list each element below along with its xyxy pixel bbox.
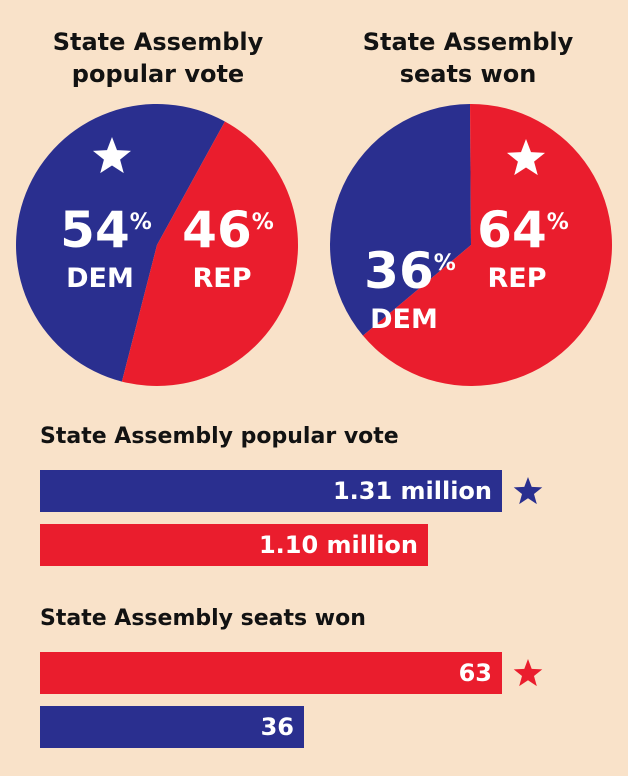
pie-slice-rep xyxy=(121,121,299,387)
bar-dem: 36 xyxy=(40,706,304,748)
pie-value-dem: 54% xyxy=(60,201,152,259)
pie-slice-dem xyxy=(16,104,225,382)
winner-star-icon xyxy=(92,137,132,174)
winner-star-icon xyxy=(513,477,543,505)
pie-value-rep: 46% xyxy=(182,201,274,259)
bar-rep: 63 xyxy=(40,652,502,694)
pie-label-rep: REP xyxy=(487,263,546,294)
winner-star-icon xyxy=(506,139,546,176)
pie-label-dem: DEM xyxy=(370,304,438,335)
winner-star-icon xyxy=(513,659,543,687)
pie-chart-popular-vote: 54% DEM 46% REP xyxy=(16,104,299,387)
pie-slice-rep xyxy=(362,103,613,386)
bar-heading-popular-vote: State Assembly popular vote xyxy=(40,424,399,449)
pie-label-rep: REP xyxy=(192,263,251,294)
pie-title-seats-won: State Assembly seats won xyxy=(362,28,574,88)
pie-chart-seats-won: 36% DEM 64% REP xyxy=(330,103,613,386)
pie-slice-dem xyxy=(330,104,471,336)
bar-heading-seats-won: State Assembly seats won xyxy=(40,606,366,631)
pie-value-dem: 36% xyxy=(364,242,456,300)
pie-label-dem: DEM xyxy=(66,263,134,294)
bar-dem: 1.31 million xyxy=(40,470,502,512)
pie-title-popular-vote: State Assembly popular vote xyxy=(52,28,264,88)
pie-value-rep: 64% xyxy=(477,201,569,259)
bar-rep: 1.10 million xyxy=(40,524,428,566)
